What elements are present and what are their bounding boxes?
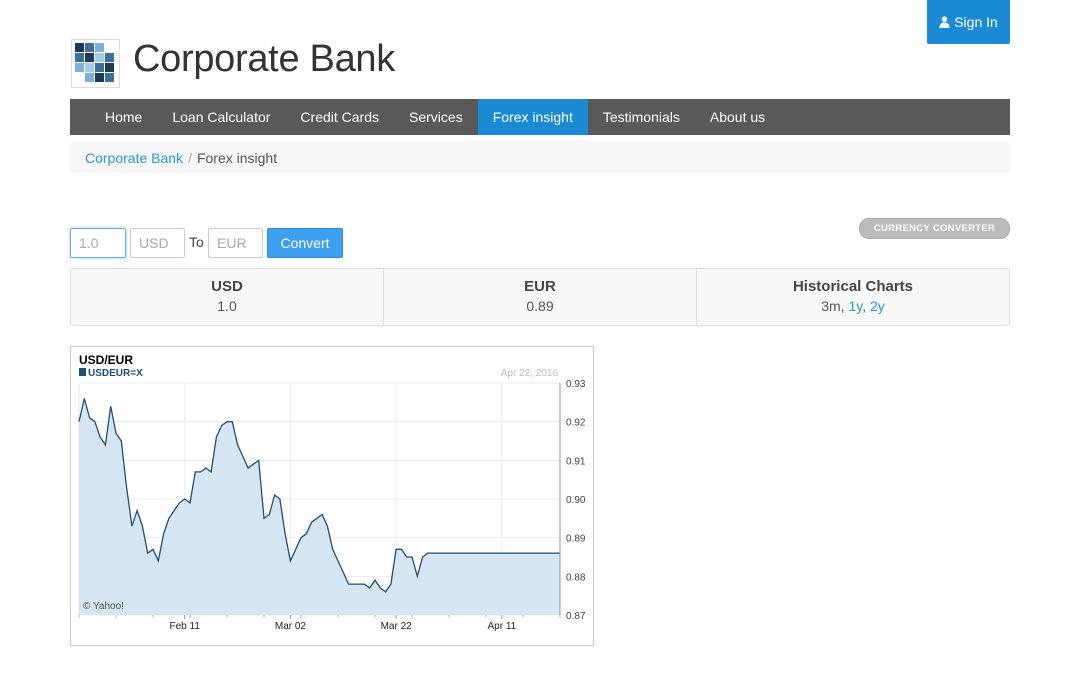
y-tick-label: 0.87 [566,611,586,622]
y-tick-label: 0.90 [566,495,586,506]
y-tick-label: 0.93 [566,379,586,390]
breadcrumb-home-link[interactable]: Corporate Bank [85,150,184,166]
amount-input[interactable] [70,228,126,258]
breadcrumb: Corporate Bank / Forex insight [70,141,1010,173]
series-legend-swatch [79,368,86,376]
historical-charts-cell: Historical Charts 3m, 1y, 2y [697,269,1009,325]
currency-converter-badge: CURRENCY CONVERTER [859,218,1010,239]
y-tick-label: 0.89 [566,534,586,545]
to-value: 0.89 [526,298,554,314]
breadcrumb-current: Forex insight [196,150,278,166]
x-tick-label: Feb 11 [170,621,201,632]
to-currency-input[interactable] [208,228,263,258]
nav-item-services[interactable]: Services [409,109,463,125]
nav-item-about-us[interactable]: About us [709,109,766,125]
nav-item-home[interactable]: Home [105,109,143,125]
y-tick-label: 0.91 [566,456,586,467]
x-tick-label: Mar 02 [275,621,307,632]
from-currency-heading: USD [211,278,243,295]
x-tick-label: Apr 11 [487,621,516,632]
from-currency-input[interactable] [130,228,185,258]
range-1y-link[interactable]: 1y [848,298,863,314]
nav-item-forex-insight[interactable]: Forex insight [477,99,588,135]
nav-item-credit-cards[interactable]: Credit Cards [300,109,380,125]
series-legend-label: USDEUR=X [88,368,143,379]
from-result-cell: USD 1.0 [71,269,384,325]
brand-title: Corporate Bank [133,38,395,80]
to-label: To [189,234,204,250]
chart-title: USD/EUR [79,353,133,367]
to-result-cell: EUR 0.89 [384,269,697,325]
range-separator: , [862,298,867,314]
conversion-results: USD 1.0 EUR 0.89 Historical Charts 3m, 1… [70,268,1010,326]
convert-button[interactable]: Convert [267,228,343,258]
series-line [78,398,560,593]
forex-chart-svg: USD/EUR USDEUR=X Apr 22, 2016 0.93 0.92 0.… [78,353,586,632]
x-tick-label: Mar 22 [381,621,413,632]
breadcrumb-separator: / [188,150,192,166]
nav-item-loan-calculator[interactable]: Loan Calculator [172,109,271,125]
sign-in-button[interactable]: Sign In [927,0,1010,44]
range-2y-link[interactable]: 2y [869,298,885,314]
from-value: 1.0 [217,298,237,314]
forex-chart: USD/EUR USDEUR=X Apr 22, 2016 0.93 0.92 0.… [70,346,594,646]
sign-in-label: Sign In [954,14,998,30]
main-navbar: Home Loan Calculator Credit Cards Servic… [70,99,1010,135]
chart-credit: © Yahoo! [83,601,124,612]
series-area [79,398,560,615]
bank-logo-icon[interactable] [71,39,120,88]
historical-charts-heading: Historical Charts [792,278,914,295]
y-tick-label: 0.88 [566,572,586,583]
y-tick-label: 0.92 [566,418,586,429]
range-links: 3m, 1y, 2y [697,298,1009,314]
nav-item-testimonials[interactable]: Testimonials [602,109,680,125]
chart-date-label: Apr 22, 2016 [501,368,559,379]
user-icon [939,16,950,28]
range-3m-current: 3m, [821,298,845,314]
to-currency-heading: EUR [524,278,556,295]
